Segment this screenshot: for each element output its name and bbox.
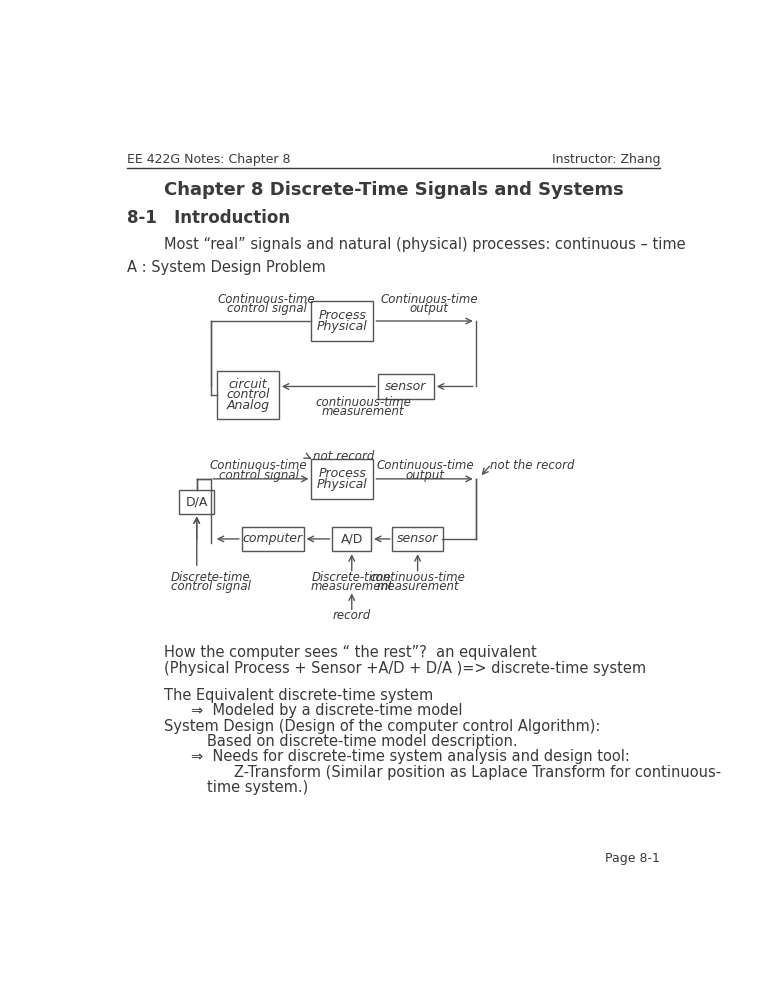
Text: Instructor: Zhang: Instructor: Zhang	[551, 153, 660, 166]
Text: Continuous-time: Continuous-time	[380, 293, 478, 306]
Bar	[378, 374, 434, 399]
Text: control signal: control signal	[227, 302, 306, 315]
Text: output: output	[406, 468, 445, 481]
Text: Physical: Physical	[317, 478, 368, 491]
Text: Discrete-time: Discrete-time	[312, 571, 392, 583]
Text: D/A: D/A	[186, 495, 208, 509]
Text: A : System Design Problem: A : System Design Problem	[127, 259, 326, 274]
Text: sensor: sensor	[386, 380, 427, 393]
Text: control: control	[226, 389, 270, 402]
Text: The Equivalent discrete-time system: The Equivalent discrete-time system	[164, 688, 433, 703]
Text: control signal: control signal	[170, 580, 250, 593]
Text: Discrete-time: Discrete-time	[170, 571, 250, 583]
Text: circuit: circuit	[229, 378, 267, 391]
Text: ⇒  Needs for discrete-time system analysis and design tool:: ⇒ Needs for discrete-time system analysi…	[191, 749, 631, 764]
Text: 8-1   Introduction: 8-1 Introduction	[127, 209, 290, 227]
Text: (Physical Process + Sensor +A/D + D/A )=> discrete-time system: (Physical Process + Sensor +A/D + D/A )=…	[164, 661, 647, 676]
Bar	[312, 459, 373, 499]
Text: Chapter 8 Discrete-Time Signals and Systems: Chapter 8 Discrete-Time Signals and Syst…	[164, 181, 624, 199]
Text: measurement: measurement	[376, 580, 459, 593]
Text: not record: not record	[313, 450, 374, 463]
Text: Most “real” signals and natural (physical) processes: continuous – time: Most “real” signals and natural (physica…	[164, 237, 686, 251]
Text: record: record	[333, 609, 371, 622]
Text: System Design (Design of the computer control Algorithm):: System Design (Design of the computer co…	[164, 719, 601, 734]
Text: measurement: measurement	[322, 406, 405, 418]
Bar	[392, 527, 443, 552]
Bar	[312, 301, 373, 341]
Bar	[179, 490, 214, 514]
Text: computer: computer	[243, 533, 303, 546]
Text: Based on discrete-time model description.: Based on discrete-time model description…	[207, 734, 518, 748]
Text: How the computer sees “ the rest”?  an equivalent: How the computer sees “ the rest”? an eq…	[164, 645, 537, 660]
Text: Process: Process	[319, 467, 366, 480]
Text: A/D: A/D	[340, 533, 363, 546]
Text: Continuous-time: Continuous-time	[210, 459, 307, 472]
Text: output: output	[410, 302, 449, 315]
Text: measurement: measurement	[310, 580, 393, 593]
Text: ⇒  Modeled by a discrete-time model: ⇒ Modeled by a discrete-time model	[191, 703, 463, 718]
Bar	[242, 527, 303, 552]
Text: Z-Transform (Similar position as Laplace Transform for continuous-: Z-Transform (Similar position as Laplace…	[234, 764, 721, 779]
Text: Page 8-1: Page 8-1	[605, 852, 660, 865]
Text: Physical: Physical	[317, 320, 368, 333]
Text: Analog: Analog	[227, 400, 270, 413]
Text: not the record: not the record	[490, 459, 574, 472]
Bar	[333, 527, 371, 552]
Bar	[217, 371, 279, 418]
Text: EE 422G Notes: Chapter 8: EE 422G Notes: Chapter 8	[127, 153, 290, 166]
Text: continuous-time: continuous-time	[316, 397, 412, 410]
Text: Continuous-time: Continuous-time	[217, 293, 316, 306]
Text: continuous-time: continuous-time	[369, 571, 465, 583]
Text: sensor: sensor	[397, 533, 439, 546]
Text: Process: Process	[319, 309, 366, 322]
Text: time system.): time system.)	[207, 780, 308, 795]
Text: Continuous-time: Continuous-time	[376, 459, 474, 472]
Text: control signal: control signal	[219, 468, 299, 481]
